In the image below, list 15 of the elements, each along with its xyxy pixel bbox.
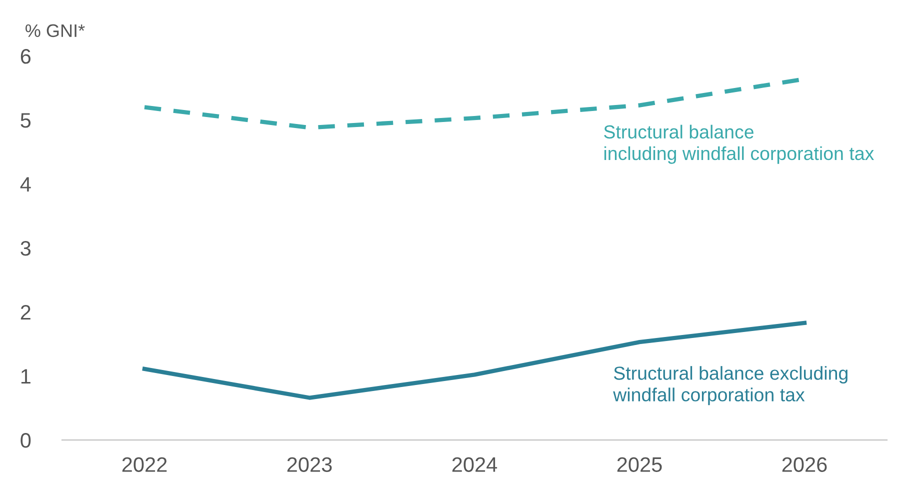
x-tick-label: 2022: [122, 457, 167, 472]
y-tick-label: 2: [20, 305, 30, 320]
y-axis-title: % GNI*: [26, 24, 85, 38]
y-tick-label: 3: [20, 241, 31, 256]
series-label: Structural balance excluding windfall corporation tax: [613, 366, 848, 406]
x-tick-label: 2025: [617, 457, 662, 472]
y-tick-label: 1: [21, 369, 30, 384]
x-tick-label: 2024: [452, 457, 498, 472]
y-tick-label: 4: [20, 177, 31, 192]
x-tick-label: 2023: [287, 457, 332, 472]
series-label: Structural balance including windfall corporation tax: [604, 124, 874, 164]
y-tick-label: 0: [20, 433, 31, 448]
y-tick-label: 6: [20, 49, 31, 64]
x-tick-label: 2026: [782, 457, 827, 472]
y-tick-label: 5: [20, 113, 31, 128]
